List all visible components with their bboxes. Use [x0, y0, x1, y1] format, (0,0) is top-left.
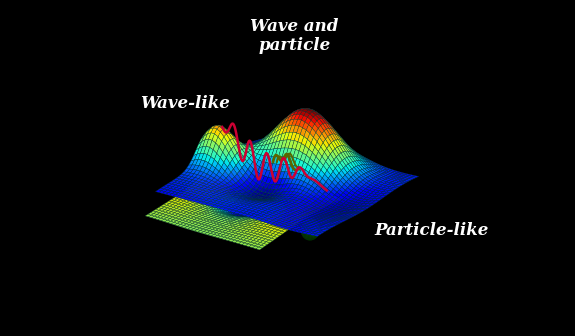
- Text: Wave and
particle: Wave and particle: [250, 18, 339, 54]
- Text: Particle-like: Particle-like: [375, 222, 489, 239]
- Text: Wave-like: Wave-like: [140, 94, 229, 112]
